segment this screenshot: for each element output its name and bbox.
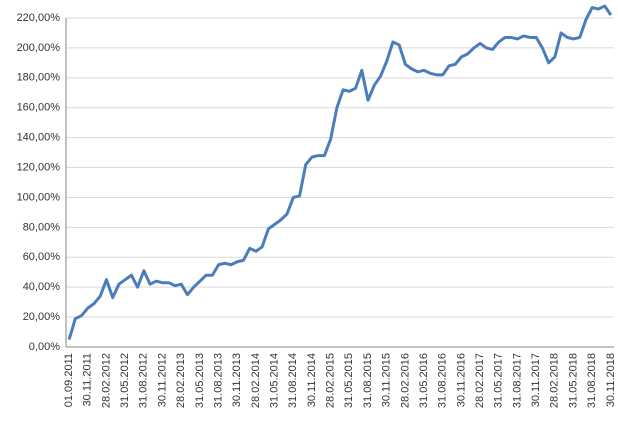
y-tick-label: 0,00% bbox=[29, 341, 60, 353]
x-tick-label: 31.08.2017 bbox=[511, 353, 523, 408]
x-tick-label: 31.08.2013 bbox=[212, 353, 224, 408]
x-tick-label: 31.05.2015 bbox=[343, 353, 355, 408]
x-tick-label: 31.05.2016 bbox=[418, 353, 430, 408]
y-tick-label: 160,00% bbox=[17, 102, 61, 114]
x-tick-label: 28.02.2014 bbox=[250, 353, 262, 408]
x-tick-label: 31.05.2012 bbox=[119, 353, 131, 408]
x-tick-label: 31.05.2017 bbox=[493, 353, 505, 408]
y-tick-label: 80,00% bbox=[23, 221, 61, 233]
x-tick-label: 30.11.2016 bbox=[455, 353, 467, 407]
x-tick-label: 28.02.2017 bbox=[474, 353, 486, 408]
x-tick-label: 30.11.2011 bbox=[82, 353, 94, 406]
y-tick-label: 40,00% bbox=[23, 281, 61, 293]
x-tick-label: 31.08.2012 bbox=[138, 353, 150, 408]
y-tick-label: 140,00% bbox=[17, 132, 61, 144]
x-tick-label: 31.05.2013 bbox=[194, 353, 206, 408]
x-tick-label: 28.02.2018 bbox=[549, 353, 561, 408]
y-tick-label: 180,00% bbox=[17, 72, 61, 84]
x-tick-label: 28.02.2012 bbox=[100, 353, 112, 408]
x-tick-label: 28.02.2013 bbox=[175, 353, 187, 408]
x-tick-label: 31.08.2016 bbox=[437, 353, 449, 408]
x-tick-label: 31.08.2015 bbox=[362, 353, 374, 408]
x-tick-label: 30.11.2012 bbox=[156, 353, 168, 407]
x-tick-label: 30.11.2013 bbox=[231, 353, 243, 407]
x-tick-label: 31.05.2018 bbox=[567, 353, 579, 408]
x-tick-label: 30.11.2018 bbox=[605, 353, 617, 407]
y-tick-label: 100,00% bbox=[17, 191, 61, 203]
x-tick-label: 28.02.2016 bbox=[399, 353, 411, 408]
x-tick-label: 01.09.2011 bbox=[63, 353, 75, 407]
x-tick-label: 31.08.2014 bbox=[287, 353, 299, 408]
y-tick-label: 120,00% bbox=[17, 161, 61, 173]
y-tick-label: 220,00% bbox=[17, 12, 61, 24]
x-tick-label: 30.11.2015 bbox=[381, 353, 393, 407]
x-tick-label: 31.08.2018 bbox=[586, 353, 598, 408]
y-tick-label: 60,00% bbox=[23, 251, 61, 263]
x-tick-label: 31.05.2014 bbox=[269, 353, 281, 408]
x-tick-label: 30.11.2014 bbox=[306, 353, 318, 407]
x-tick-label: 30.11.2017 bbox=[530, 353, 542, 407]
data-line bbox=[67, 4, 613, 340]
y-tick-label: 200,00% bbox=[17, 42, 61, 54]
y-tick-label: 20,00% bbox=[23, 311, 61, 323]
x-tick-label: 28.02.2015 bbox=[325, 353, 337, 408]
